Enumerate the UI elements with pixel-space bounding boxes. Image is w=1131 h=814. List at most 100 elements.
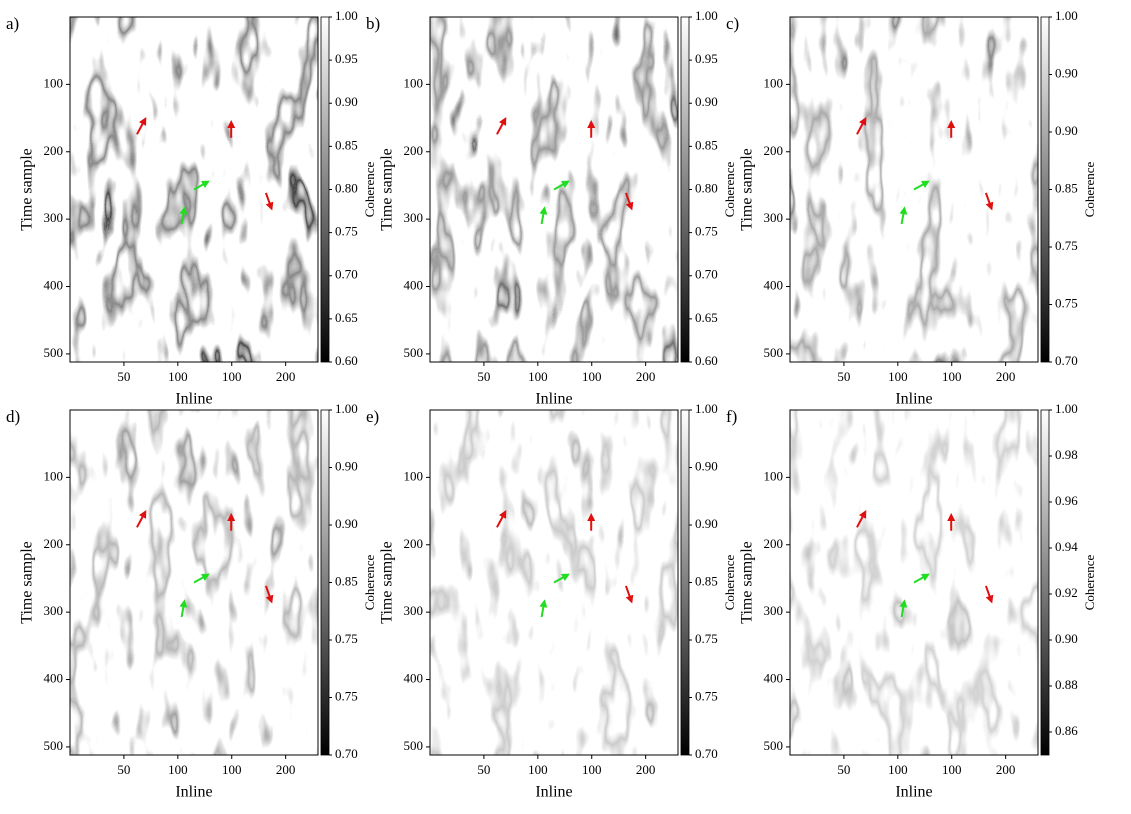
x-tick-label: 50 xyxy=(117,369,130,384)
colorbar-label: Coherence xyxy=(722,161,737,217)
arrow xyxy=(899,599,908,618)
y-tick-label: 500 xyxy=(404,345,424,360)
x-axis-label: Inline xyxy=(895,391,932,408)
arrow xyxy=(553,180,570,191)
arrow xyxy=(984,585,994,604)
colorbar-tick-label: 0.65 xyxy=(695,310,718,325)
colorbar-tick-label: 0.90 xyxy=(1055,65,1078,80)
y-tick-label: 100 xyxy=(404,468,424,483)
arrow xyxy=(913,180,930,191)
colorbar-tick-label: 0.70 xyxy=(1055,353,1078,368)
colorbar-tick-label: 0.75 xyxy=(695,631,718,646)
x-axis-label: Inline xyxy=(535,391,572,408)
y-tick-label: 300 xyxy=(404,603,424,618)
arrow xyxy=(264,585,274,604)
x-tick-label: 200 xyxy=(636,369,656,384)
colorbar-tick-label: 0.90 xyxy=(335,516,358,531)
x-tick-label: 200 xyxy=(996,762,1016,777)
x-tick-label: 200 xyxy=(276,369,296,384)
y-tick-label: 200 xyxy=(44,143,64,158)
arrow xyxy=(136,116,147,135)
colorbar xyxy=(320,16,330,363)
arrow xyxy=(539,599,548,618)
y-tick-label: 400 xyxy=(44,278,64,293)
y-axis-label: Time sample xyxy=(739,541,756,624)
arrow xyxy=(264,192,274,211)
y-tick-label: 500 xyxy=(44,738,64,753)
colorbar-label: Coherence xyxy=(1082,554,1097,610)
y-tick-label: 100 xyxy=(764,468,784,483)
arrow xyxy=(193,180,210,191)
colorbar-tick-label: 0.80 xyxy=(335,180,358,195)
colorbar-tick-label: 0.75 xyxy=(335,224,358,239)
arrow xyxy=(179,206,188,225)
arrow xyxy=(496,509,507,528)
x-tick-label: 100 xyxy=(942,369,962,384)
plot-frame xyxy=(789,409,1039,756)
colorbar xyxy=(680,409,690,756)
colorbar-tick-label: 0.60 xyxy=(695,353,718,368)
y-tick-label: 400 xyxy=(764,278,784,293)
y-tick-label: 300 xyxy=(44,210,64,225)
colorbar-tick-label: 1.00 xyxy=(1055,8,1078,23)
arrow xyxy=(539,206,548,225)
panel-label: e) xyxy=(366,407,379,426)
colorbar xyxy=(1040,409,1050,756)
colorbar-label: Coherence xyxy=(722,554,737,610)
colorbar-tick-label: 0.70 xyxy=(695,746,718,761)
colorbar-tick-label: 0.88 xyxy=(1055,677,1078,692)
colorbar-tick-label: 0.90 xyxy=(335,458,358,473)
y-tick-label: 400 xyxy=(44,671,64,686)
colorbar-tick-label: 1.00 xyxy=(1055,401,1078,416)
colorbar-tick-label: 1.00 xyxy=(335,8,358,23)
arrow xyxy=(179,599,188,618)
x-tick-label: 100 xyxy=(222,369,242,384)
y-tick-label: 100 xyxy=(404,75,424,90)
x-tick-label: 100 xyxy=(582,369,602,384)
plot-frame xyxy=(429,16,679,363)
colorbar-tick-label: 0.75 xyxy=(695,688,718,703)
colorbar-tick-label: 0.85 xyxy=(335,137,358,152)
x-tick-label: 100 xyxy=(528,369,548,384)
panel-label: b) xyxy=(366,14,380,33)
colorbar-tick-label: 0.96 xyxy=(1055,493,1078,508)
y-tick-label: 100 xyxy=(44,468,64,483)
arrow xyxy=(136,509,147,528)
y-tick-label: 300 xyxy=(44,603,64,618)
y-tick-label: 200 xyxy=(404,536,424,551)
colorbar-tick-label: 0.98 xyxy=(1055,447,1078,462)
panel-label: a) xyxy=(6,14,19,33)
x-tick-label: 200 xyxy=(276,762,296,777)
x-tick-label: 50 xyxy=(837,762,850,777)
y-tick-label: 200 xyxy=(764,536,784,551)
colorbar-tick-label: 0.95 xyxy=(695,51,718,66)
y-tick-label: 100 xyxy=(44,75,64,90)
arrow xyxy=(856,116,867,135)
y-axis-label: Time sample xyxy=(19,148,36,231)
x-tick-label: 50 xyxy=(477,369,490,384)
colorbar-tick-label: 0.90 xyxy=(695,94,718,109)
y-tick-label: 400 xyxy=(764,671,784,686)
y-tick-label: 100 xyxy=(764,75,784,90)
colorbar-tick-label: 0.90 xyxy=(335,94,358,109)
colorbar-tick-label: 0.75 xyxy=(695,224,718,239)
colorbar-tick-label: 0.70 xyxy=(335,267,358,282)
y-axis-label: Time sample xyxy=(19,541,36,624)
x-tick-label: 100 xyxy=(888,369,908,384)
x-axis-label: Inline xyxy=(895,784,932,801)
panel-label: d) xyxy=(6,407,20,426)
colorbar-tick-label: 1.00 xyxy=(695,8,718,23)
plot-frame xyxy=(429,409,679,756)
colorbar-tick-label: 0.95 xyxy=(335,51,358,66)
y-axis-label: Time sample xyxy=(379,148,396,231)
x-tick-label: 100 xyxy=(168,369,188,384)
plot-frame xyxy=(69,409,319,756)
colorbar-tick-label: 1.00 xyxy=(695,401,718,416)
x-tick-label: 50 xyxy=(837,369,850,384)
colorbar-tick-label: 0.94 xyxy=(1055,539,1078,554)
colorbar-tick-label: 0.90 xyxy=(695,458,718,473)
y-axis-label: Time sample xyxy=(739,148,756,231)
colorbar-tick-label: 0.85 xyxy=(1055,180,1078,195)
colorbar-tick-label: 0.90 xyxy=(1055,123,1078,138)
